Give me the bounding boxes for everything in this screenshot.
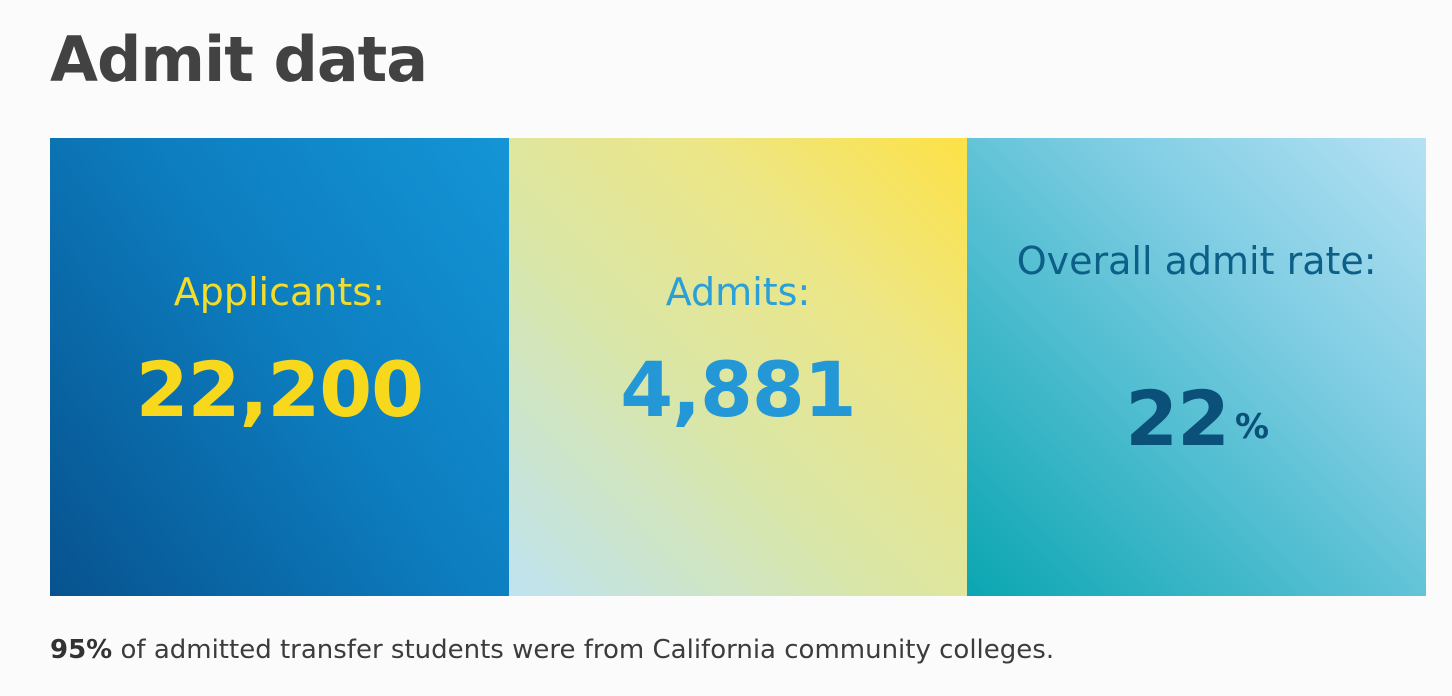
footnote-highlight: 95%: [50, 635, 113, 665]
applicants-label: Applicants:: [173, 270, 385, 314]
admit-rate-value-wrapper: 22%: [967, 374, 1426, 464]
admits-tile: Admits: 4,881: [508, 138, 968, 596]
admit-rate-value: 22: [1125, 374, 1230, 463]
admits-value: 4,881: [620, 345, 856, 434]
page-title: Admit data: [50, 23, 428, 96]
applicants-tile: Applicants: 22,200: [50, 138, 509, 596]
admit-stats-panel: Applicants: 22,200 Admits: 4,881 Overall…: [50, 138, 1427, 596]
admits-label: Admits:: [665, 270, 811, 314]
applicants-value: 22,200: [135, 345, 424, 434]
admit-rate-percent-sign: %: [1235, 407, 1269, 447]
admit-rate-tile: Overall admit rate: 22%: [967, 138, 1427, 596]
footnote: 95% of admitted transfer students were f…: [50, 630, 1054, 670]
footnote-text: of admitted transfer students were from …: [112, 635, 1055, 665]
admit-rate-label: Overall admit rate:: [1016, 239, 1377, 283]
